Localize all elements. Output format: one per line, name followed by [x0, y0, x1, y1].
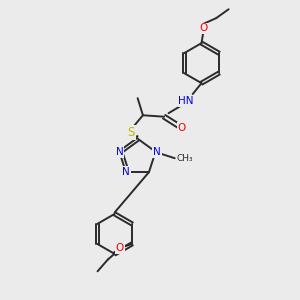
Text: O: O: [116, 243, 124, 253]
Text: CH₃: CH₃: [177, 154, 194, 163]
Text: O: O: [200, 23, 208, 33]
Text: N: N: [153, 147, 161, 157]
Text: N: N: [116, 147, 123, 157]
Text: N: N: [122, 167, 130, 177]
Text: HN: HN: [178, 96, 194, 106]
Text: S: S: [128, 126, 135, 140]
Text: O: O: [178, 123, 186, 133]
